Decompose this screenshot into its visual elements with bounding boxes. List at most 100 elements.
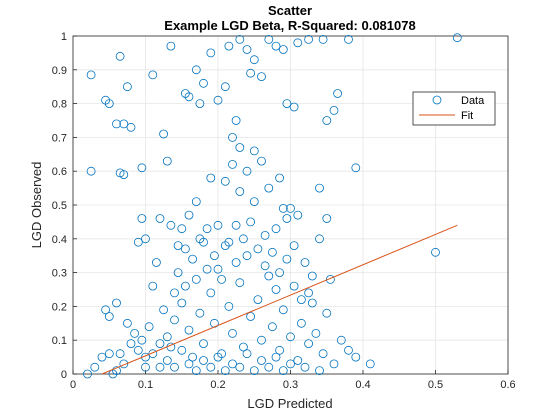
data-point [228,359,237,369]
data-point [329,106,339,115]
data-point [188,352,198,362]
y-tick-label: 0.3 [52,268,67,280]
data-point [452,33,462,43]
data-point [322,214,332,223]
x-tick-label: 0.3 [283,379,298,391]
y-axis-label: LGD Observed [29,162,44,249]
data-point [126,122,136,132]
data-point [112,119,121,129]
data-point [191,366,201,376]
data-point [228,328,237,338]
data-point [286,203,295,213]
data-point [148,70,158,80]
data-point [322,116,332,125]
data-point [213,220,223,230]
data-point [199,78,208,88]
data-point [238,234,248,244]
data-point [307,298,317,308]
data-point [170,362,179,372]
data-point [123,82,132,92]
data-point [246,312,256,321]
data-point [293,356,303,365]
data-point [257,335,266,345]
data-point [249,55,259,65]
fit-series [101,224,458,375]
data-point [271,224,281,234]
data-point [213,264,223,274]
data-point [249,197,259,207]
data-series [83,33,462,379]
data-point [224,237,234,247]
data-point [322,308,332,318]
data-point [191,197,201,207]
data-point [278,305,288,315]
data-point [271,285,281,294]
y-tick-label: 0.2 [52,301,67,313]
data-point [170,288,179,298]
data-point [159,129,169,139]
data-point [231,220,241,230]
data-point [307,271,317,281]
data-point [242,166,252,176]
data-point [184,359,194,369]
legend-box [412,91,496,126]
y-tick-label: 0.9 [52,65,67,77]
data-point [315,366,324,376]
data-point [159,305,169,315]
data-point [101,305,110,315]
data-point [119,359,129,369]
data-point [162,156,172,166]
data-point [133,237,143,247]
data-point [184,92,194,102]
data-point [271,41,281,51]
data-point [296,318,306,328]
data-point [275,268,285,278]
chart-title: Scatter [268,3,312,18]
y-tick-label: 1 [61,31,67,43]
data-point [137,335,147,345]
data-point [267,322,277,332]
data-point [246,217,256,227]
data-point [315,183,324,193]
data-point [329,359,339,369]
data-point [431,247,440,257]
data-point [282,254,292,264]
data-point [166,41,176,51]
data-point [184,210,194,220]
data-point [173,268,183,278]
data-point [275,345,285,355]
data-point [300,362,310,372]
data-point [86,70,96,80]
data-point [228,132,237,142]
data-point [264,35,274,44]
data-point [318,349,328,359]
y-tick-label: 0.6 [52,166,67,178]
data-point [115,51,125,61]
data-point [257,356,266,365]
data-point [264,183,274,193]
data-point [278,45,288,54]
data-point [213,352,223,362]
data-point [209,251,219,261]
data-point [260,230,270,240]
data-point [224,41,234,51]
data-point [141,362,150,372]
data-point [90,362,100,372]
data-point [202,264,212,274]
data-point [220,82,230,92]
data-point [177,224,187,234]
data-point [282,214,292,223]
data-point [235,278,245,288]
x-tick-label: 0.5 [428,379,443,391]
data-point [173,241,183,251]
x-tick-label: 0.6 [500,379,515,391]
x-tick-label: 0.1 [138,379,153,391]
data-point [333,89,343,98]
data-point [137,214,147,223]
data-point [253,244,263,254]
y-tick-label: 0.1 [52,335,67,347]
data-point [304,288,314,298]
x-tick-label: 0.2 [210,379,225,391]
